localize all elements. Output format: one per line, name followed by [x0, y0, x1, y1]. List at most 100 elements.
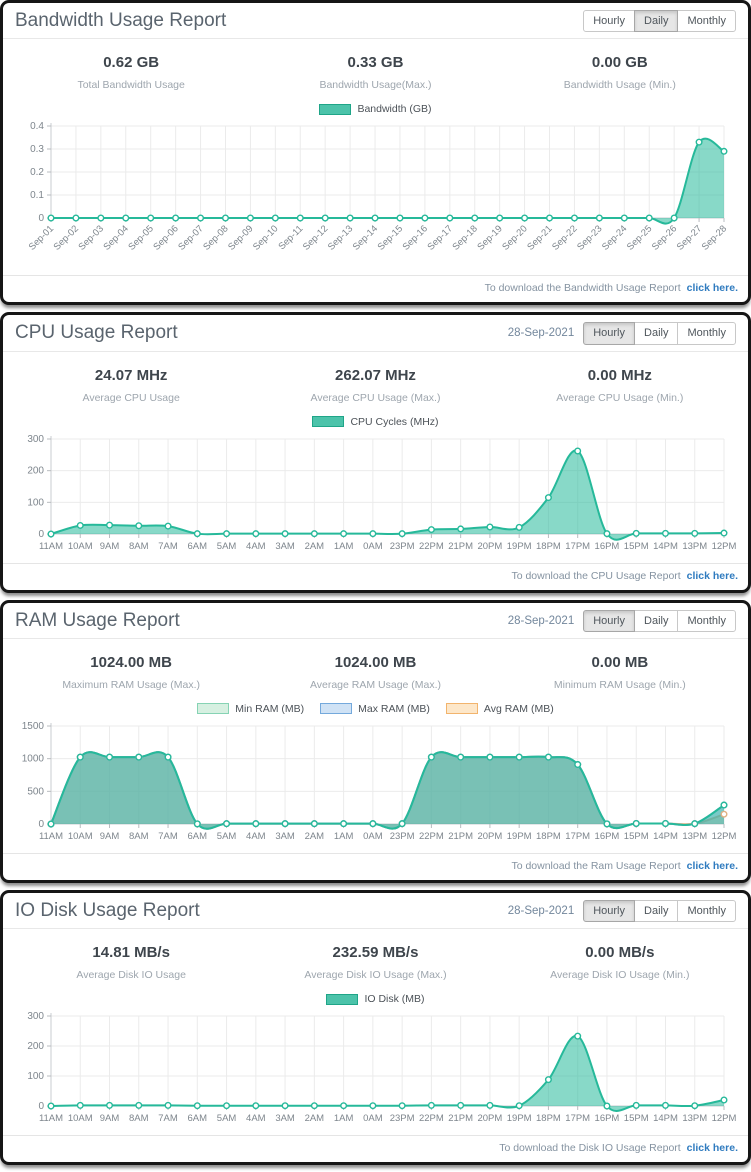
- svg-text:12PM: 12PM: [712, 831, 736, 842]
- svg-text:Sep-17: Sep-17: [425, 224, 454, 253]
- stat-max: 232.59 MB/s Average Disk IO Usage (Max.): [253, 944, 497, 981]
- stat-min: 0.00 MB/s Average Disk IO Usage (Min.): [498, 944, 742, 981]
- svg-text:17PM: 17PM: [565, 831, 590, 842]
- svg-text:14PM: 14PM: [653, 541, 678, 552]
- stat-value: 0.00 MB/s: [585, 944, 655, 962]
- svg-text:15PM: 15PM: [624, 541, 649, 552]
- range-toggle: Hourly Daily Monthly: [583, 609, 736, 632]
- stat-value: 1024.00 MB: [334, 653, 417, 671]
- svg-text:Sep-18: Sep-18: [450, 224, 479, 253]
- legend-item[interactable]: Max RAM (MB): [320, 703, 430, 715]
- svg-text:0: 0: [38, 213, 44, 224]
- stat-label: Average RAM Usage (Max.): [309, 678, 442, 691]
- svg-text:14PM: 14PM: [653, 831, 678, 842]
- legend-label: Min RAM (MB): [235, 702, 305, 715]
- hourly-button[interactable]: Hourly: [583, 899, 636, 923]
- download-link[interactable]: click here.: [686, 1142, 738, 1155]
- hourly-button[interactable]: Hourly: [583, 609, 636, 632]
- stat-min-ram: 0.00 MB Minimum RAM Usage (Min.): [498, 654, 742, 691]
- svg-text:Sep-28: Sep-28: [700, 224, 729, 253]
- stat-value: 0.00 MHz: [587, 366, 652, 384]
- daily-button[interactable]: Daily: [634, 899, 679, 923]
- svg-text:Sep-12: Sep-12: [301, 224, 330, 253]
- legend-swatch-icon: [319, 103, 352, 115]
- legend-item[interactable]: IO Disk (MB): [326, 993, 425, 1005]
- legend-item[interactable]: CPU Cycles (MHz): [312, 415, 439, 428]
- card-header: IO Disk Usage Report 28-Sep-2021 Hourly …: [3, 893, 748, 930]
- svg-text:0: 0: [38, 819, 44, 830]
- legend-swatch-icon: [326, 993, 359, 1005]
- svg-text:Sep-03: Sep-03: [77, 224, 106, 253]
- svg-text:Sep-27: Sep-27: [675, 224, 704, 253]
- download-text: To download the Bandwidth Usage Report: [484, 282, 681, 295]
- svg-text:11AM: 11AM: [39, 1113, 63, 1124]
- legend-item[interactable]: Bandwidth (GB): [319, 103, 432, 116]
- legend-swatch-icon: [197, 703, 230, 715]
- stat-value: 232.59 MB/s: [332, 944, 419, 962]
- svg-text:17PM: 17PM: [565, 541, 590, 552]
- svg-text:6AM: 6AM: [188, 541, 208, 552]
- report-title: Bandwidth Usage Report: [15, 10, 227, 32]
- monthly-button[interactable]: Monthly: [677, 322, 736, 345]
- legend-item[interactable]: Min RAM (MB): [197, 703, 304, 715]
- svg-text:1AM: 1AM: [334, 1113, 354, 1124]
- monthly-button[interactable]: Monthly: [677, 899, 736, 923]
- svg-text:500: 500: [27, 786, 44, 797]
- monthly-button[interactable]: Monthly: [677, 10, 736, 33]
- hourly-button[interactable]: Hourly: [583, 10, 636, 33]
- svg-text:7AM: 7AM: [158, 1113, 178, 1124]
- legend-label: CPU Cycles (MHz): [350, 415, 439, 428]
- stat-label: Average Disk IO Usage (Max.): [304, 969, 447, 982]
- svg-text:9AM: 9AM: [100, 541, 120, 552]
- stat-min: 0.00 GB Bandwidth Usage (Min.): [498, 54, 742, 91]
- stat-label: Average Disk IO Usage: [76, 969, 186, 982]
- svg-text:21PM: 21PM: [448, 831, 473, 842]
- svg-text:Sep-11: Sep-11: [276, 224, 305, 253]
- daily-button[interactable]: Daily: [634, 10, 679, 33]
- svg-text:Sep-08: Sep-08: [201, 224, 230, 253]
- monthly-button[interactable]: Monthly: [677, 609, 736, 632]
- svg-text:22PM: 22PM: [419, 1113, 444, 1124]
- report-date: 28-Sep-2021: [507, 614, 575, 627]
- svg-text:Sep-16: Sep-16: [401, 224, 430, 253]
- svg-text:0: 0: [38, 1101, 44, 1112]
- legend-swatch-icon: [320, 703, 353, 715]
- legend-label: Avg RAM (MB): [483, 702, 554, 715]
- chart-legend: CPU Cycles (MHz): [3, 416, 748, 428]
- svg-text:300: 300: [27, 1011, 44, 1022]
- svg-text:11AM: 11AM: [39, 831, 63, 842]
- daily-button[interactable]: Daily: [634, 609, 679, 632]
- svg-text:Sep-19: Sep-19: [475, 224, 504, 253]
- svg-text:0AM: 0AM: [363, 831, 383, 842]
- svg-text:18PM: 18PM: [536, 541, 561, 552]
- svg-text:Sep-06: Sep-06: [151, 224, 180, 253]
- card-footer: To download the Ram Usage Report click h…: [3, 852, 748, 880]
- download-link[interactable]: click here.: [686, 282, 738, 295]
- svg-text:3AM: 3AM: [275, 1113, 295, 1124]
- report-date: 28-Sep-2021: [507, 327, 575, 340]
- svg-text:16PM: 16PM: [595, 831, 620, 842]
- svg-text:16PM: 16PM: [595, 1113, 620, 1124]
- report-date: 28-Sep-2021: [507, 905, 575, 918]
- svg-text:6AM: 6AM: [188, 1113, 208, 1124]
- stat-value: 0.00 GB: [591, 54, 648, 72]
- range-toggle: Hourly Daily Monthly: [583, 10, 736, 33]
- daily-button[interactable]: Daily: [634, 322, 679, 345]
- download-link[interactable]: click here.: [686, 569, 738, 582]
- svg-text:200: 200: [27, 1041, 44, 1052]
- legend-label: Bandwidth (GB): [357, 103, 432, 116]
- svg-text:4AM: 4AM: [246, 541, 266, 552]
- svg-text:20PM: 20PM: [477, 541, 502, 552]
- svg-text:1000: 1000: [22, 754, 45, 765]
- svg-text:Sep-14: Sep-14: [351, 224, 380, 253]
- hourly-button[interactable]: Hourly: [583, 322, 636, 345]
- svg-text:10AM: 10AM: [68, 831, 93, 842]
- svg-text:17PM: 17PM: [565, 1113, 590, 1124]
- svg-text:Sep-20: Sep-20: [500, 224, 529, 253]
- download-link[interactable]: click here.: [686, 859, 738, 872]
- svg-text:22PM: 22PM: [419, 831, 444, 842]
- svg-text:Sep-21: Sep-21: [525, 224, 554, 253]
- svg-text:Sep-02: Sep-02: [52, 224, 81, 253]
- legend-item[interactable]: Avg RAM (MB): [445, 702, 554, 715]
- svg-text:1AM: 1AM: [334, 831, 354, 842]
